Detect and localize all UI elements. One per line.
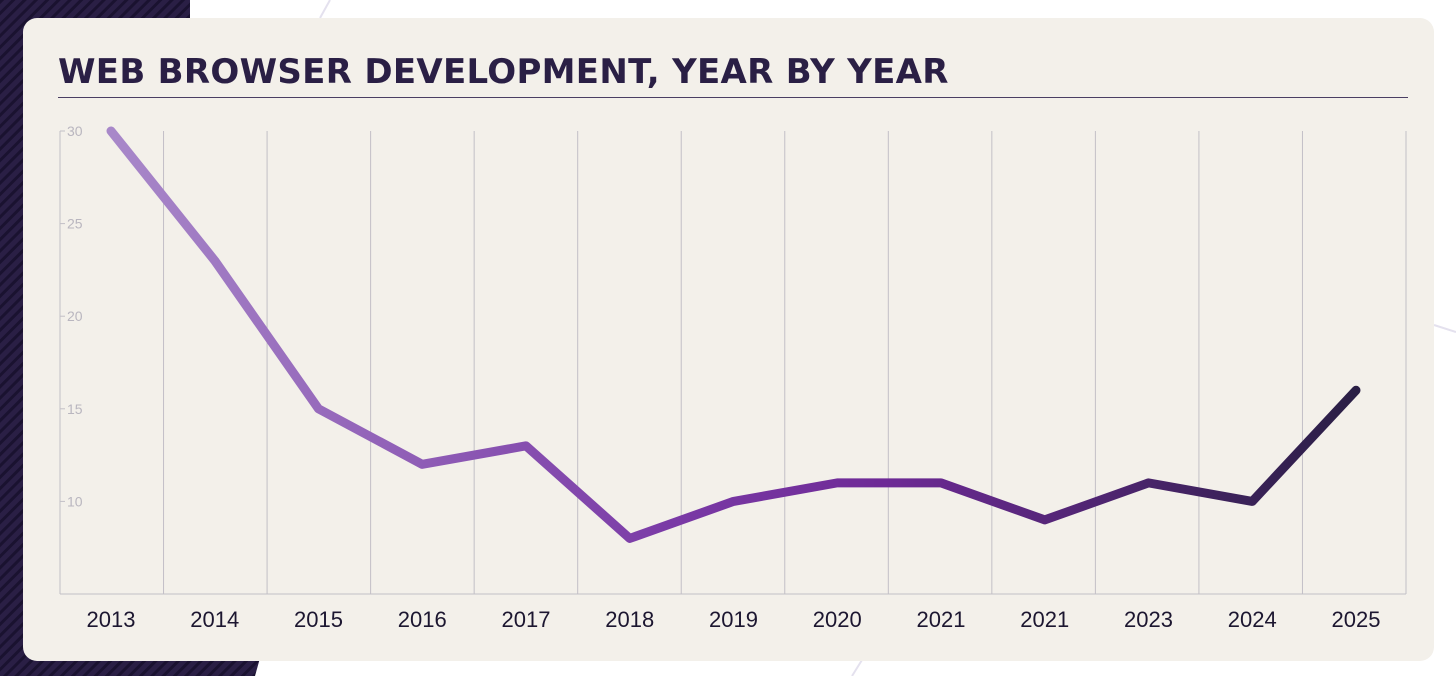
x-tick-label: 2015 [294, 607, 343, 632]
gridlines [59, 131, 1407, 595]
x-tick-label: 2024 [1228, 607, 1277, 632]
x-tick-label: 2017 [502, 607, 551, 632]
y-axis-ticks: 10 15 20 25 30 [60, 123, 83, 509]
data-point [1356, 390, 1357, 391]
x-tick-label: 2020 [813, 607, 862, 632]
x-tick-label: 2018 [605, 607, 654, 632]
x-tick-label: 2021 [1020, 607, 1069, 632]
title-divider [58, 97, 1408, 98]
y-tick-label: 30 [67, 123, 83, 139]
data-point [1148, 482, 1149, 483]
x-tick-label: 2014 [190, 607, 239, 632]
data-point [526, 445, 527, 446]
data-point [941, 482, 942, 483]
y-tick-label: 20 [67, 308, 83, 324]
series-layer [106, 126, 1361, 543]
data-point [318, 408, 319, 409]
x-tick-label: 2013 [87, 607, 136, 632]
x-tick-label: 2021 [917, 607, 966, 632]
data-point [214, 260, 215, 261]
data-point [1252, 501, 1253, 502]
chart-title: WEB BROWSER DEVELOPMENT, YEAR BY YEAR [58, 52, 949, 92]
x-tick-label: 2023 [1124, 607, 1173, 632]
y-tick-label: 25 [67, 216, 83, 232]
x-tick-label: 2016 [398, 607, 447, 632]
data-point [837, 482, 838, 483]
series-line [106, 126, 1361, 543]
x-axis-ticks: 2013 2014 2015 2016 2017 2018 2019 2020 2021 2021… [87, 607, 1381, 632]
data-point [629, 538, 630, 539]
y-tick-label: 10 [67, 493, 83, 509]
data-point [733, 501, 734, 502]
chart-card: WEB BROWSER DEVELOPMENT, YEAR BY YEAR 10… [23, 18, 1434, 661]
x-tick-label: 2025 [1332, 607, 1381, 632]
data-point [111, 131, 112, 132]
data-point [1044, 519, 1045, 520]
data-point [422, 464, 423, 465]
y-tick-label: 15 [67, 401, 83, 417]
x-tick-label: 2019 [709, 607, 758, 632]
